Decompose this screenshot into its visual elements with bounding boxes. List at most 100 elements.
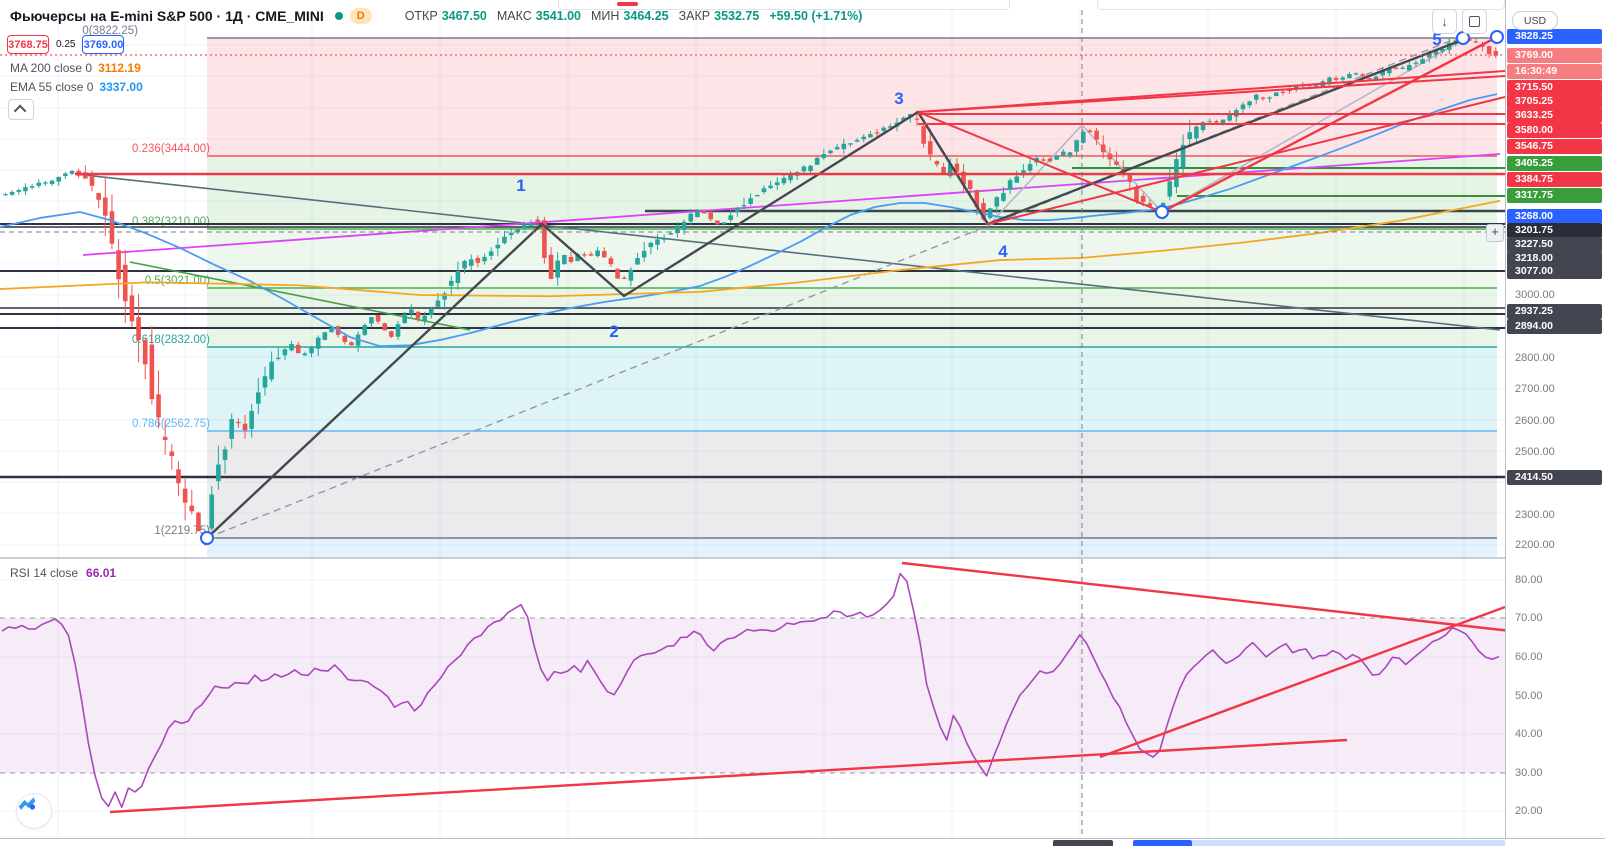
maximize-icon xyxy=(1469,16,1480,27)
ema55-line xyxy=(0,93,1498,348)
time-axis-badge xyxy=(1133,840,1192,846)
maximize-pane-button[interactable] xyxy=(1462,9,1487,34)
axis-tick-label: 2500.00 xyxy=(1515,446,1555,458)
drawing-toolbar[interactable] xyxy=(558,0,1010,10)
time-axis-badge xyxy=(1192,840,1505,846)
high-value: 3541.00 xyxy=(535,9,581,23)
chart-float-buttons: ↓ xyxy=(1432,9,1487,34)
currency-toggle[interactable]: USD xyxy=(1512,11,1558,30)
price-badge: 3405.25 xyxy=(1507,155,1602,171)
ma200-label: MA 200 close 0 xyxy=(10,61,93,75)
chevron-up-icon xyxy=(13,104,26,118)
low-label: МИН xyxy=(590,9,620,23)
high-label: МАКС xyxy=(496,9,532,23)
wave-label-3[interactable]: 3 xyxy=(894,89,903,108)
horizontal-level-lines[interactable] xyxy=(0,167,1505,479)
spread-value: 0.25 xyxy=(54,39,78,50)
wave-label-1[interactable]: 1 xyxy=(516,176,525,195)
down-arrow-icon: ↓ xyxy=(1441,14,1448,29)
change-value: +59.50 (+1.71%) xyxy=(769,9,863,23)
fib-level-label: 0(3822.25) xyxy=(82,25,138,37)
axis-tick-label: 2800.00 xyxy=(1515,352,1555,364)
time-axis-badge xyxy=(1053,840,1113,846)
rsi-legend[interactable]: RSI 14 close 66.01 xyxy=(10,566,116,580)
close-label: ЗАКР xyxy=(678,9,711,23)
fibonacci-retracement[interactable]: 0(3822.25) 0.236(3444.00) 0.382(3210.00) 0.… xyxy=(82,25,1497,557)
axis-tick-label: 2700.00 xyxy=(1515,383,1555,395)
interval-badge[interactable]: D xyxy=(349,8,372,24)
price-badge: 3317.75 xyxy=(1507,187,1602,203)
fib-level-label: 0.382(3210.00) xyxy=(132,216,210,228)
price-badge: 3715.50 xyxy=(1507,79,1602,95)
sell-button[interactable]: 3768.75 xyxy=(7,35,49,54)
axis-tick-label: 40.00 xyxy=(1515,728,1543,740)
drawing-anchor-points[interactable] xyxy=(200,30,1504,545)
wave-label-5[interactable]: 5 xyxy=(1432,30,1441,49)
axis-tick-label: 2200.00 xyxy=(1515,539,1555,551)
axis-tick-label: 80.00 xyxy=(1515,574,1543,586)
price-badge: 3580.00 xyxy=(1507,122,1602,138)
price-badge: 2414.50 xyxy=(1507,469,1602,485)
ema55-value: 3337.00 xyxy=(99,80,143,94)
candlestick-series xyxy=(3,36,1499,546)
rsi-trend-lines[interactable] xyxy=(109,561,1521,814)
collapse-legend-button[interactable] xyxy=(8,99,34,120)
ema55-label: EMA 55 close 0 xyxy=(10,80,94,94)
axis-tick-label: 50.00 xyxy=(1515,690,1543,702)
red-trend-lines[interactable] xyxy=(75,35,1506,225)
price-badge: 16:30:49 xyxy=(1507,63,1602,79)
axis-tick-label: 2300.00 xyxy=(1515,509,1555,521)
price-axis[interactable]: 3000.00 2800.00 2700.00 2600.00 2500.00 2300.… xyxy=(1505,0,1605,838)
price-badge: 3384.75 xyxy=(1507,171,1602,187)
wave-label-2[interactable]: 2 xyxy=(609,322,618,341)
ma200-line xyxy=(0,199,1501,298)
price-badge: 2894.00 xyxy=(1507,318,1602,334)
red-dash-tool-icon[interactable] xyxy=(617,2,638,6)
close-value: 3532.75 xyxy=(714,9,760,23)
fib-level-label: 0.236(3444.00) xyxy=(132,143,210,155)
ohlc-row: ОТКР 3467.50 МАКС 3541.00 МИН 3464.25 ЗАКР 3… xyxy=(405,9,863,23)
price-badge: 3633.25 xyxy=(1507,107,1602,123)
low-value: 3464.25 xyxy=(623,9,669,23)
ema55-legend[interactable]: EMA 55 close 0 3337.00 xyxy=(10,80,143,94)
price-badge: 3227.50 xyxy=(1507,236,1602,252)
secondary-toolbar[interactable] xyxy=(1097,0,1505,10)
order-widget: 3768.75 0.25 3769.00 xyxy=(7,35,125,54)
tradingview-logo[interactable] xyxy=(16,793,52,829)
background-trend-lines[interactable] xyxy=(74,32,1501,539)
axis-tick-label: 3000.00 xyxy=(1515,289,1555,301)
price-badge: 2937.25 xyxy=(1507,303,1602,319)
ma200-value: 3112.19 xyxy=(98,61,141,75)
axis-tick-label: 2600.00 xyxy=(1515,415,1555,427)
price-badge: 3828.25 xyxy=(1507,28,1602,44)
price-badge: 3769.00 xyxy=(1507,47,1602,63)
price-badge: 3077.00 xyxy=(1507,263,1602,279)
crosshair-add-alert-button[interactable]: + xyxy=(1486,224,1504,242)
rsi-value: 66.01 xyxy=(86,566,117,580)
axis-tick-label: 30.00 xyxy=(1515,767,1543,779)
fib-level-label: 0.786(2562.75) xyxy=(132,418,210,430)
symbol-title[interactable]: Фьючерсы на E-mini S&P 500 · 1Д · CME_MI… xyxy=(10,8,324,24)
axis-tick-label: 60.00 xyxy=(1515,651,1543,663)
market-status-dot-icon xyxy=(334,12,343,20)
time-axis[interactable] xyxy=(0,838,1605,846)
price-badge: 3218.00 xyxy=(1507,250,1602,266)
price-badge: 3201.75 xyxy=(1507,222,1602,238)
open-value: 3467.50 xyxy=(441,9,487,23)
symbol-header: Фьючерсы на E-mini S&P 500 · 1Д · CME_MI… xyxy=(10,8,862,24)
wave-label-4[interactable]: 4 xyxy=(998,242,1008,261)
scroll-to-recent-button[interactable]: ↓ xyxy=(1432,9,1457,34)
ma200-legend[interactable]: MA 200 close 0 3112.19 xyxy=(10,61,141,75)
rsi-pane xyxy=(0,557,1605,809)
buy-button[interactable]: 3769.00 xyxy=(82,35,125,54)
tradingview-logo-icon xyxy=(18,797,36,810)
rsi-label: RSI 14 close xyxy=(10,566,79,580)
open-label: ОТКР xyxy=(404,9,438,23)
elliott-wave-labels: 1 2 3 4 5 xyxy=(516,30,1441,341)
price-badge: 3268.00 xyxy=(1507,208,1602,224)
price-badge: 3705.25 xyxy=(1507,93,1602,109)
wave-trend-polyline[interactable] xyxy=(206,38,1463,539)
axis-tick-label: 20.00 xyxy=(1515,805,1543,817)
